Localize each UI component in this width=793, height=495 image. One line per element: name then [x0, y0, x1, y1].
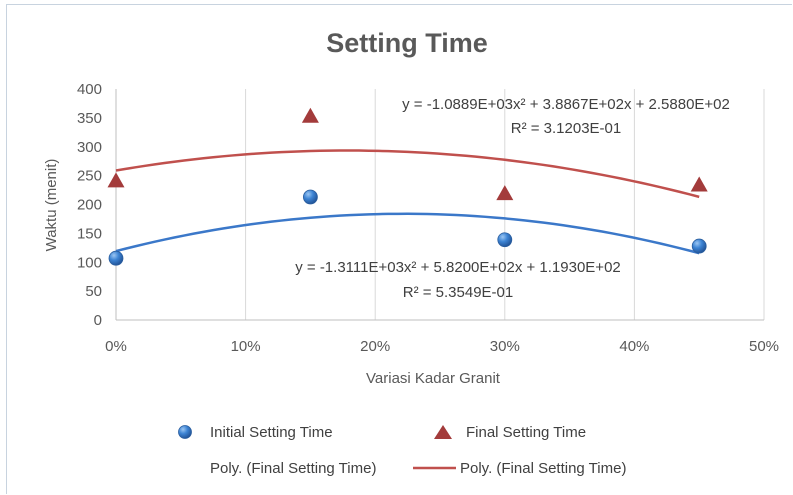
r2-initial-text: R² = 5.3549E-01 [403, 284, 514, 301]
y-tick-label: 400 [77, 81, 102, 98]
trendline-equation-final: y = -1.0889E+03x² + 3.8867E+02x + 2.5880… [402, 96, 730, 137]
x-tick-label: 10% [231, 338, 261, 355]
y-tick-label: 100 [77, 254, 102, 271]
x-tick-labels: 0% 10% 20% 30% 40% 50% [105, 338, 779, 355]
initial-setting-point [691, 238, 707, 254]
final-setting-point [690, 176, 708, 192]
trendline-initial [115, 212, 700, 255]
legend-label-final: Final Setting Time [466, 424, 586, 441]
trendline-final [115, 149, 700, 199]
x-tick-label: 20% [360, 338, 390, 355]
initial-setting-point [108, 250, 124, 266]
initial-setting-point [497, 232, 513, 248]
initial-setting-point [302, 189, 318, 205]
gridlines [245, 89, 765, 320]
chart-title: Setting Time [326, 28, 488, 58]
legend-item-final: Final Setting Time [434, 424, 586, 441]
y-tick-label: 150 [77, 225, 102, 242]
y-tick-label: 50 [85, 283, 102, 300]
y-tick-label: 300 [77, 139, 102, 156]
x-tick-label: 40% [619, 338, 649, 355]
trendline-equation-initial: y = -1.3111E+03x² + 5.8200E+02x + 1.1930… [295, 259, 621, 301]
legend-label-initial: Initial Setting Time [210, 424, 333, 441]
data-points [107, 107, 708, 266]
equation-final-text: y = -1.0889E+03x² + 3.8867E+02x + 2.5880… [402, 96, 730, 113]
legend-label-poly-initial: Poly. (Final Setting Time) [210, 460, 376, 477]
r2-final-text: R² = 3.1203E-01 [511, 120, 622, 137]
y-tick-label: 250 [77, 168, 102, 185]
legend: Initial Setting Time Final Setting Time … [178, 424, 626, 477]
legend-label-poly-final: Poly. (Final Setting Time) [460, 460, 626, 477]
y-axis-label: Waktu (menit) [43, 159, 60, 252]
final-setting-point [301, 107, 319, 123]
chart-frame [6, 4, 792, 494]
x-tick-label: 0% [105, 338, 127, 355]
y-tick-labels: 0 50 100 150 200 250 300 350 400 [77, 81, 102, 329]
final-setting-point [107, 172, 125, 188]
axes [115, 89, 764, 321]
x-tick-label: 30% [490, 338, 520, 355]
legend-item-initial: Initial Setting Time [178, 424, 333, 441]
legend-item-poly-final: Poly. (Final Setting Time) [413, 460, 626, 477]
legend-circle-marker [178, 425, 192, 439]
x-axis-label: Variasi Kadar Granit [366, 370, 501, 387]
equation-initial-text: y = -1.3111E+03x² + 5.8200E+02x + 1.1930… [295, 259, 621, 276]
y-tick-label: 350 [77, 110, 102, 127]
trendlines [115, 149, 700, 255]
legend-triangle-marker [434, 425, 452, 439]
y-tick-label: 200 [77, 197, 102, 214]
x-tick-label: 50% [749, 338, 779, 355]
legend-item-poly-initial: Poly. (Final Setting Time) [210, 460, 376, 477]
y-tick-label: 0 [94, 312, 102, 329]
final-setting-point [496, 185, 514, 201]
